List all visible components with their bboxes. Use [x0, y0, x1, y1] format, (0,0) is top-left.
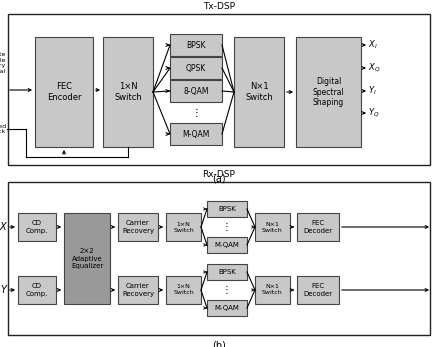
- Text: X: X: [0, 222, 6, 232]
- Bar: [103, 37, 153, 147]
- Bar: [170, 57, 222, 79]
- Text: ⋮: ⋮: [191, 108, 201, 118]
- Text: $X_I$: $X_I$: [368, 39, 378, 51]
- Bar: [8, 14, 430, 165]
- Text: $X_Q$: $X_Q$: [368, 62, 381, 74]
- Text: ⋮: ⋮: [222, 222, 232, 232]
- Bar: [166, 276, 201, 304]
- Text: BPSK: BPSK: [218, 206, 236, 212]
- Bar: [255, 213, 290, 241]
- Text: N×1
Switch: N×1 Switch: [245, 82, 273, 102]
- Bar: [64, 213, 110, 304]
- Text: Rx-DSP: Rx-DSP: [203, 170, 236, 179]
- Bar: [35, 37, 93, 147]
- Bar: [118, 213, 158, 241]
- Text: 1×N
Switch: 1×N Switch: [173, 221, 194, 232]
- Text: (b): (b): [212, 340, 226, 347]
- Bar: [18, 213, 56, 241]
- Bar: [207, 264, 247, 280]
- Text: M-QAM: M-QAM: [215, 305, 239, 311]
- Text: N×1
Switch: N×1 Switch: [262, 285, 283, 296]
- Text: 8-QAM: 8-QAM: [183, 86, 209, 95]
- Bar: [207, 300, 247, 316]
- Text: $Y_I$: $Y_I$: [368, 85, 377, 97]
- Bar: [170, 80, 222, 102]
- Text: BPSK: BPSK: [218, 269, 236, 275]
- Text: Carrier
Recovery: Carrier Recovery: [122, 283, 154, 297]
- Text: QPSK: QPSK: [186, 64, 206, 73]
- Text: Rate
Variable
Binary
Signal: Rate Variable Binary Signal: [0, 52, 6, 74]
- Text: BPSK: BPSK: [186, 41, 206, 50]
- Bar: [296, 37, 361, 147]
- Bar: [255, 276, 290, 304]
- Text: Y: Y: [0, 285, 6, 295]
- Bar: [234, 37, 284, 147]
- Text: 2×2
Adaptive
Equalizer: 2×2 Adaptive Equalizer: [71, 248, 103, 269]
- Text: Matched
Clock: Matched Clock: [0, 124, 6, 134]
- Text: Digital
Spectral
Shaping: Digital Spectral Shaping: [312, 77, 344, 107]
- Bar: [297, 213, 339, 241]
- Bar: [8, 182, 430, 335]
- Bar: [207, 237, 247, 253]
- Text: CD
Comp.: CD Comp.: [26, 220, 48, 234]
- Bar: [297, 276, 339, 304]
- Bar: [118, 276, 158, 304]
- Text: FEC
Encoder: FEC Encoder: [47, 82, 81, 102]
- Bar: [170, 34, 222, 56]
- Text: Tx-DSP: Tx-DSP: [203, 2, 235, 11]
- Bar: [170, 123, 222, 145]
- Text: (a): (a): [212, 173, 226, 183]
- Text: M-QAM: M-QAM: [215, 242, 239, 248]
- Text: CD
Comp.: CD Comp.: [26, 283, 48, 297]
- Text: M-QAM: M-QAM: [182, 129, 210, 138]
- Text: FEC
Decoder: FEC Decoder: [303, 283, 333, 297]
- Bar: [207, 201, 247, 217]
- Text: 1×N
Switch: 1×N Switch: [173, 285, 194, 296]
- Text: Carrier
Recovery: Carrier Recovery: [122, 220, 154, 234]
- Text: FEC
Decoder: FEC Decoder: [303, 220, 333, 234]
- Bar: [18, 276, 56, 304]
- Text: ⋮: ⋮: [222, 285, 232, 295]
- Text: N×1
Switch: N×1 Switch: [262, 221, 283, 232]
- Text: 1×N
Switch: 1×N Switch: [114, 82, 142, 102]
- Bar: [166, 213, 201, 241]
- Text: $Y_Q$: $Y_Q$: [368, 107, 379, 119]
